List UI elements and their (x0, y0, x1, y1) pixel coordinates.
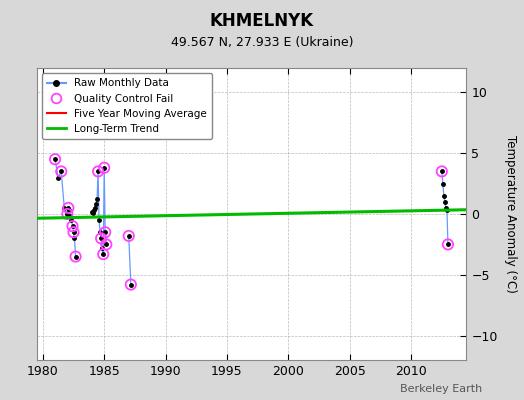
Text: Berkeley Earth: Berkeley Earth (400, 384, 482, 394)
Point (57, 168, 66, 175)
Point (63, 211, 72, 217)
Point (64, 205, 72, 211)
Point (97, 235, 105, 242)
Text: 49.567 N, 27.933 E (Ukraine): 49.567 N, 27.933 E (Ukraine) (171, 36, 353, 49)
Point (69, 229, 78, 236)
Point (71, 253, 80, 260)
Point (125, 233, 133, 239)
Point (68, 223, 77, 229)
Point (444, 241, 452, 248)
Point (99, 251, 107, 257)
Y-axis label: Temperature Anomaly (°C): Temperature Anomaly (°C) (504, 135, 517, 293)
Point (51, 156, 59, 162)
Text: KHMELNYK: KHMELNYK (210, 12, 314, 30)
Point (127, 281, 135, 288)
Point (94, 168, 102, 175)
Legend: Raw Monthly Data, Quality Control Fail, Five Year Moving Average, Long-Term Tren: Raw Monthly Data, Quality Control Fail, … (42, 73, 212, 139)
Point (101, 229, 110, 236)
Point (438, 168, 446, 175)
Point (102, 241, 111, 248)
Point (100, 164, 108, 171)
